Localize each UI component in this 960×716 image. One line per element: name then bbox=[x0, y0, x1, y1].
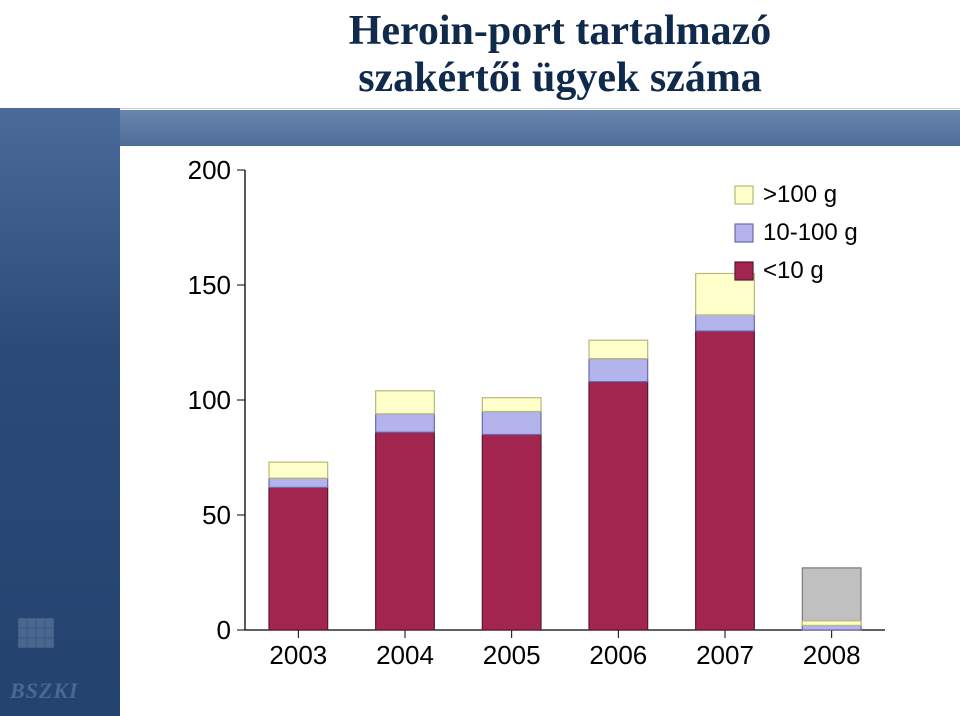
x-tick-label: 2005 bbox=[483, 640, 541, 670]
bar-segment bbox=[482, 435, 541, 631]
bar-chart: 0 50 100 150 200 2003 2004 2005 2006 2007 2008 >100… bbox=[170, 160, 910, 700]
bar-segment bbox=[802, 621, 861, 626]
title-line-2: szakértői ügyek száma bbox=[170, 55, 950, 102]
title-band bbox=[120, 110, 960, 146]
x-tick-label: 2008 bbox=[803, 640, 861, 670]
bar-segment bbox=[589, 359, 648, 382]
x-tick-label: 2006 bbox=[589, 640, 647, 670]
page-title: Heroin-port tartalmazó szakértői ügyek s… bbox=[170, 8, 950, 102]
bar-segment bbox=[802, 625, 861, 630]
legend-swatch bbox=[735, 262, 753, 280]
bar-segment bbox=[376, 414, 435, 432]
legend-label: <10 g bbox=[763, 257, 824, 284]
bar-segment bbox=[269, 487, 328, 630]
title-rule bbox=[120, 108, 960, 109]
x-tick-label: 2007 bbox=[696, 640, 754, 670]
legend-swatch bbox=[735, 224, 753, 242]
y-tick-label: 50 bbox=[202, 500, 231, 530]
bar-chart-svg: 0 50 100 150 200 2003 2004 2005 2006 2007 2008 >100… bbox=[170, 160, 910, 700]
y-tick-label: 200 bbox=[188, 160, 231, 185]
left-strip-top-white bbox=[0, 0, 120, 108]
bar-segment bbox=[482, 412, 541, 435]
bar-segment bbox=[269, 478, 328, 487]
x-tick-label: 2004 bbox=[376, 640, 434, 670]
bar-segment bbox=[376, 432, 435, 630]
grid-icon bbox=[18, 618, 54, 648]
title-line-1: Heroin-port tartalmazó bbox=[170, 8, 950, 55]
legend-swatch bbox=[735, 186, 753, 204]
bar-segment bbox=[376, 391, 435, 414]
bar-segment bbox=[269, 462, 328, 478]
bar-segment bbox=[696, 315, 755, 331]
legend-label: 10-100 g bbox=[763, 219, 858, 246]
y-tick-label: 0 bbox=[217, 615, 231, 645]
bar-segment bbox=[589, 340, 648, 358]
left-strip: BSZKI bbox=[0, 0, 120, 716]
bar-segment bbox=[696, 331, 755, 630]
bar-segment bbox=[589, 382, 648, 630]
y-tick-label: 150 bbox=[188, 270, 231, 300]
x-tick-label: 2003 bbox=[269, 640, 327, 670]
footer-logo-text: BSZKI bbox=[10, 678, 79, 704]
slide: BSZKI Heroin-port tartalmazó szakértői ü… bbox=[0, 0, 960, 716]
legend-label: >100 g bbox=[763, 181, 837, 208]
bar-segment bbox=[482, 398, 541, 412]
y-tick-label: 100 bbox=[188, 385, 231, 415]
